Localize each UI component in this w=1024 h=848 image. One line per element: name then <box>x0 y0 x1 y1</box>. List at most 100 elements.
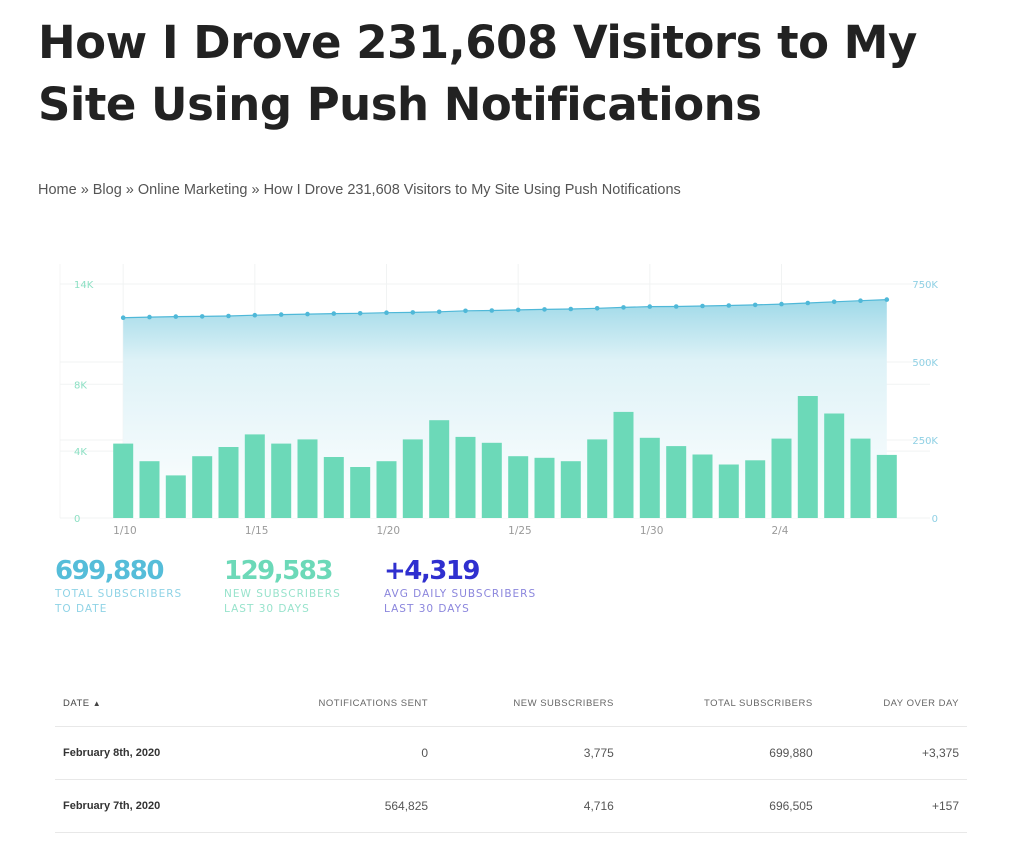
point-total-subscribers <box>568 306 574 312</box>
column-header-day-over-day[interactable]: DAY OVER DAY <box>820 680 967 727</box>
table-row: February 7th, 2020 564,825 4,716 696,505… <box>55 779 967 833</box>
bar-new-subscribers <box>113 443 134 518</box>
bar-new-subscribers <box>666 446 687 518</box>
column-header-label: DATE <box>63 697 90 709</box>
point-total-subscribers <box>147 314 152 320</box>
x-tick-label: 1/25 <box>508 525 532 537</box>
bar-new-subscribers <box>350 467 371 518</box>
stat-label: AVG DAILY SUBSCRIBERS <box>384 588 537 600</box>
point-total-subscribers <box>120 315 126 320</box>
bar-new-subscribers <box>771 438 792 518</box>
breadcrumb-home[interactable]: Home <box>38 182 77 198</box>
point-total-subscribers <box>805 300 811 306</box>
y-tick-label-left: 4K <box>74 447 87 458</box>
point-total-subscribers <box>515 307 521 313</box>
bar-new-subscribers <box>192 456 213 518</box>
bar-new-subscribers <box>850 438 871 518</box>
point-total-subscribers <box>752 302 758 308</box>
point-total-subscribers <box>779 301 784 307</box>
point-total-subscribers <box>858 298 863 303</box>
point-total-subscribers <box>542 307 547 312</box>
point-total-subscribers <box>647 304 653 309</box>
point-total-subscribers <box>278 312 284 317</box>
y-tick-label-left: 8K <box>74 380 87 391</box>
cell-total-subscribers: 696,505 <box>621 779 821 833</box>
point-total-subscribers <box>621 305 626 310</box>
bar-new-subscribers <box>455 436 476 518</box>
x-tick-label: 2/4 <box>771 525 788 537</box>
bar-new-subscribers <box>165 475 186 518</box>
y-tick-label-right: 250K <box>912 436 938 447</box>
column-header-notifications-sent[interactable]: NOTIFICATIONS SENT <box>235 680 437 727</box>
point-total-subscribers <box>436 309 442 315</box>
bar-new-subscribers <box>745 460 766 518</box>
column-header-total-subscribers[interactable]: TOTAL SUBSCRIBERS <box>621 680 821 727</box>
breadcrumb-separator: » <box>125 182 134 198</box>
bar-new-subscribers <box>271 443 292 518</box>
bar-new-subscribers <box>718 464 739 518</box>
daily-stats-table: DATE ▲ NOTIFICATIONS SENT NEW SUBSCRIBER… <box>55 680 967 833</box>
bar-new-subscribers <box>508 456 529 518</box>
point-total-subscribers <box>884 297 890 302</box>
subscribers-chart: 0 4K 8K 14K 0 250K 500K 750K 1/10 1/15 1/20 1/25 1/3… <box>59 264 938 537</box>
breadcrumb-blog[interactable]: Blog <box>92 182 122 198</box>
bar-new-subscribers <box>218 447 239 518</box>
cell-new-subscribers: 3,775 <box>436 726 622 780</box>
column-header-new-subscribers[interactable]: NEW SUBSCRIBERS <box>436 680 622 727</box>
cell-day-over-day: +157 <box>820 779 967 833</box>
total-subscribers-line <box>123 299 887 319</box>
stat-value: 129,583 <box>224 556 333 586</box>
y-tick-label-right: 500K <box>912 358 938 369</box>
point-total-subscribers <box>726 303 732 308</box>
bar-new-subscribers <box>639 437 660 518</box>
sort-ascending-icon[interactable]: ▲ <box>92 698 102 708</box>
stat-total-subscribers: 699,880 TOTAL SUBSCRIBERS TO DATE <box>55 556 182 616</box>
bar-new-subscribers <box>402 439 423 518</box>
breadcrumb-online-marketing[interactable]: Online Marketing <box>137 182 248 198</box>
point-total-subscribers <box>463 308 468 314</box>
bar-new-subscribers <box>560 461 581 518</box>
page-title: How I Drove 231,608 Visitors to My Site … <box>38 16 917 131</box>
point-total-subscribers <box>410 310 416 315</box>
x-tick-label: 1/10 <box>113 525 137 537</box>
breadcrumb: Home» Blog» Online Marketing» How I Drove 2… <box>38 182 681 198</box>
point-total-subscribers <box>384 310 389 315</box>
y-tick-label-right: 750K <box>912 280 938 291</box>
x-tick-label: 1/15 <box>245 525 269 537</box>
stat-label: TO DATE <box>55 603 108 615</box>
bar-new-subscribers <box>824 413 845 518</box>
stat-value: +4,319 <box>384 556 481 586</box>
cell-new-subscribers: 4,716 <box>436 779 622 833</box>
breadcrumb-separator: » <box>251 182 260 198</box>
bar-new-subscribers <box>139 461 160 518</box>
point-total-subscribers <box>831 299 837 305</box>
y-tick-label-right: 0 <box>932 514 938 525</box>
bar-new-subscribers <box>297 439 318 518</box>
cell-date: February 8th, 2020 <box>55 726 236 780</box>
stat-label: NEW SUBSCRIBERS <box>224 588 341 600</box>
stat-label: LAST 30 DAYS <box>224 603 310 615</box>
point-total-subscribers <box>594 306 600 311</box>
point-total-subscribers <box>199 314 205 319</box>
x-tick-label: 1/20 <box>376 525 400 537</box>
point-total-subscribers <box>173 314 179 319</box>
stat-label: LAST 30 DAYS <box>384 603 470 615</box>
bar-new-subscribers <box>613 411 634 518</box>
point-total-subscribers <box>357 311 363 316</box>
column-header-date[interactable]: DATE ▲ <box>55 680 236 727</box>
point-total-subscribers <box>331 311 337 316</box>
point-total-subscribers <box>226 313 231 319</box>
bar-new-subscribers <box>534 457 555 518</box>
table-header-row: DATE ▲ NOTIFICATIONS SENT NEW SUBSCRIBER… <box>55 680 967 727</box>
bar-new-subscribers <box>797 396 818 518</box>
stat-value: 699,880 <box>55 556 164 586</box>
cell-date: February 7th, 2020 <box>55 779 236 833</box>
bar-new-subscribers <box>692 454 713 518</box>
table-row: February 8th, 2020 0 3,775 699,880 +3,37… <box>55 726 967 780</box>
stat-avg-daily-subscribers: +4,319 AVG DAILY SUBSCRIBERS LAST 30 DAY… <box>384 556 536 616</box>
y-tick-label-left: 0 <box>74 514 80 525</box>
bar-new-subscribers <box>244 434 265 518</box>
bar-new-subscribers <box>376 461 397 518</box>
point-total-subscribers <box>673 304 679 309</box>
breadcrumb-current: How I Drove 231,608 Visitors to My Site … <box>263 182 681 198</box>
